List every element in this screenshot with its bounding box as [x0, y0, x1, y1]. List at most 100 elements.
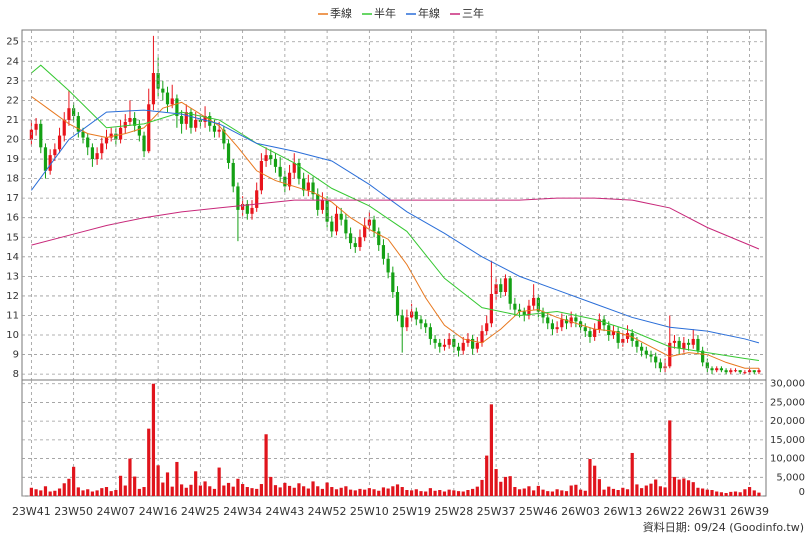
volume-bar [691, 482, 695, 496]
volume-bar [151, 383, 156, 496]
volume-bar [147, 428, 151, 496]
volume-bar [400, 487, 404, 496]
x-tick-label: 25W37 [477, 505, 516, 518]
candle-body [738, 370, 742, 373]
x-tick-label: 26W31 [688, 505, 727, 518]
volume-bar [273, 485, 278, 496]
candle-body [428, 327, 432, 339]
candle-body [259, 161, 263, 191]
volume-bar [658, 486, 662, 496]
volume-bar [198, 485, 202, 496]
volume-bar [208, 486, 212, 496]
volume-bar [475, 486, 479, 496]
volume-bar [569, 485, 573, 496]
volume-bar [250, 488, 254, 496]
volume-bar [269, 476, 273, 496]
y-tick-label: 15,000 [770, 435, 805, 446]
volume-bar [428, 488, 432, 496]
candle-body [330, 221, 334, 232]
volume-bar [316, 486, 320, 496]
legend-label: 年線 [418, 6, 440, 20]
volume-bar [109, 491, 113, 496]
volume-bar [489, 404, 494, 496]
candle-body [372, 219, 376, 232]
volume-bar [682, 478, 686, 496]
volume-bar [203, 481, 207, 496]
ma-line [30, 109, 760, 344]
volume-bar [630, 452, 634, 496]
volume-bar [222, 485, 226, 496]
candle-body [433, 338, 437, 343]
candle-body [344, 219, 348, 234]
x-tick-label: 24W52 [308, 505, 347, 518]
volume-bar [672, 476, 677, 496]
candle-body [724, 370, 728, 373]
candle-body [640, 346, 644, 351]
candle-body [245, 204, 249, 214]
candle-body [635, 340, 639, 347]
candle-body [564, 319, 569, 324]
candle-body [217, 129, 221, 132]
y-tick-label: 10 [6, 330, 19, 341]
volume-bar [344, 486, 348, 496]
candle-body [485, 323, 489, 332]
candle-body [48, 155, 52, 171]
volume-bar [611, 488, 616, 496]
volume-bar [461, 491, 465, 496]
volume-bar [442, 491, 447, 496]
volume-bar [583, 490, 587, 496]
volume-bar [649, 483, 653, 496]
y-tick-label: 9 [13, 350, 19, 361]
candle-body [480, 331, 484, 343]
candle-body [747, 370, 752, 373]
volume-bar [100, 488, 104, 496]
volume-bar [729, 491, 733, 496]
candle-body [532, 297, 536, 306]
volume-bar [541, 489, 545, 496]
volume-bar [616, 490, 620, 496]
candle-body [513, 303, 517, 310]
candle-body [302, 178, 306, 191]
volume-bar [133, 476, 137, 496]
candle-body [616, 331, 620, 343]
volume-bar [654, 479, 658, 496]
volume-bar [189, 484, 193, 496]
volume-bar [663, 487, 667, 496]
candle-body [133, 117, 137, 126]
volume-bar [424, 491, 428, 496]
candle-body [34, 123, 38, 130]
x-tick-label: 24W34 [223, 505, 262, 518]
volume-bar [67, 478, 71, 496]
x-tick-label: 23W50 [54, 505, 93, 518]
volume-bar [757, 492, 761, 496]
volume-bar [123, 485, 127, 496]
volume-bar [593, 465, 597, 496]
volume-bar [743, 489, 747, 496]
volume-bar [320, 488, 325, 496]
x-tick-label: 26W39 [730, 505, 769, 518]
y-tick-label: 14 [6, 252, 19, 263]
volume-bar [170, 486, 174, 496]
candle-body [757, 370, 761, 373]
candle-body [86, 137, 90, 148]
volume-bar [278, 487, 282, 496]
candle-body [43, 147, 48, 171]
volume-bar [57, 488, 62, 496]
volume-bar [686, 480, 691, 496]
candle-body [231, 162, 235, 187]
volume-bar [438, 490, 442, 496]
volume-bar [90, 491, 95, 496]
volume-bar [179, 484, 184, 496]
volume-bar [287, 485, 292, 496]
x-tick-label: 26W22 [646, 505, 685, 518]
candle-body [76, 116, 80, 132]
volume-bar [640, 488, 644, 496]
candle-body [696, 338, 700, 351]
volume-bar [485, 455, 489, 496]
candle-body [128, 117, 132, 122]
y-tick-label: 8 [13, 369, 19, 380]
volume-bar [302, 486, 306, 496]
volume-bar [292, 487, 296, 496]
candle-body [292, 162, 296, 173]
